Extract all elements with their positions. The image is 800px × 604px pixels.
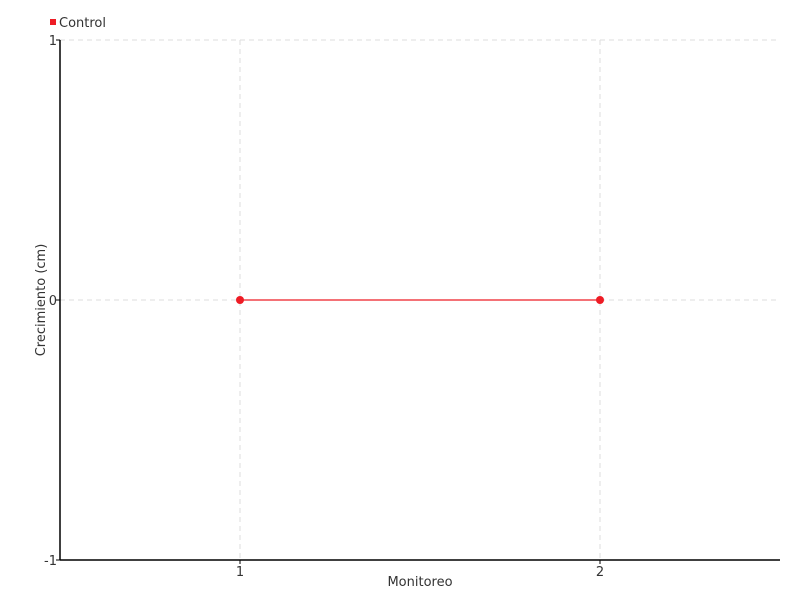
legend-label-control[interactable]: Control (59, 16, 106, 31)
data-point (596, 296, 604, 304)
data-point (236, 296, 244, 304)
x-tick-label: 1 (236, 565, 244, 580)
x-axis-label: Monitoreo (387, 575, 452, 590)
legend[interactable]: Control (50, 16, 106, 31)
y-tick-label: -1 (44, 554, 57, 569)
x-tick-label: 2 (596, 565, 604, 580)
y-tick-label: 1 (49, 34, 57, 49)
legend-swatch-control (50, 19, 56, 25)
series (236, 296, 604, 304)
y-axis-label: Crecimiento (cm) (34, 244, 49, 357)
y-tick-label: 0 (49, 294, 57, 309)
axes: -1 0 1 1 2 (44, 34, 780, 580)
